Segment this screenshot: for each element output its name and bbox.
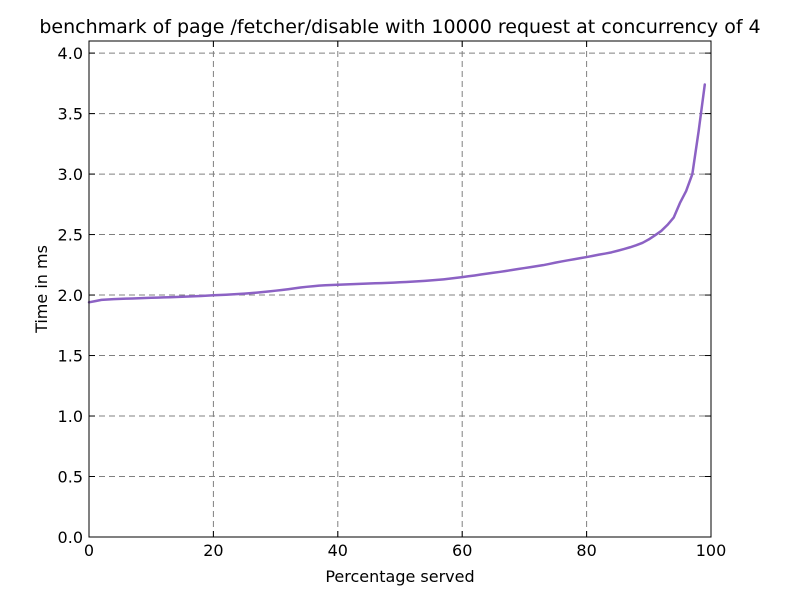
x-tick-label: 20	[203, 541, 223, 560]
y-tick-label: 2.0	[58, 286, 83, 305]
x-tick-label: 80	[576, 541, 596, 560]
grid-lines	[89, 41, 711, 537]
y-tick-label: 0.0	[58, 528, 83, 547]
x-axis-label: Percentage served	[325, 567, 474, 586]
x-tick-label: 100	[696, 541, 727, 560]
x-tick-label: 60	[452, 541, 472, 560]
tick-marks	[88, 41, 712, 538]
y-tick-label: 3.5	[58, 105, 83, 124]
y-axis-label: Time in ms	[32, 245, 51, 334]
x-tick-label: 0	[84, 541, 94, 560]
series-line	[87, 83, 707, 304]
y-tick-label: 0.5	[58, 468, 83, 487]
y-tick-label: 1.5	[58, 347, 83, 366]
y-tick-label: 2.5	[58, 226, 83, 245]
y-tick-label: 4.0	[58, 44, 83, 63]
y-tick-label: 3.0	[58, 165, 83, 184]
x-tick-label: 40	[328, 541, 348, 560]
plot-frame	[88, 40, 712, 538]
series-layer	[87, 83, 707, 304]
y-tick-label: 1.0	[58, 407, 83, 426]
y-tick-labels: 0.0 0.5 1.0 1.5 2.0 2.5 3.0 3.5 4.0	[58, 44, 83, 547]
x-tick-labels: 0 20 40 60 80 100	[84, 541, 726, 560]
chart-title: benchmark of page /fetcher/disable with …	[39, 16, 760, 38]
